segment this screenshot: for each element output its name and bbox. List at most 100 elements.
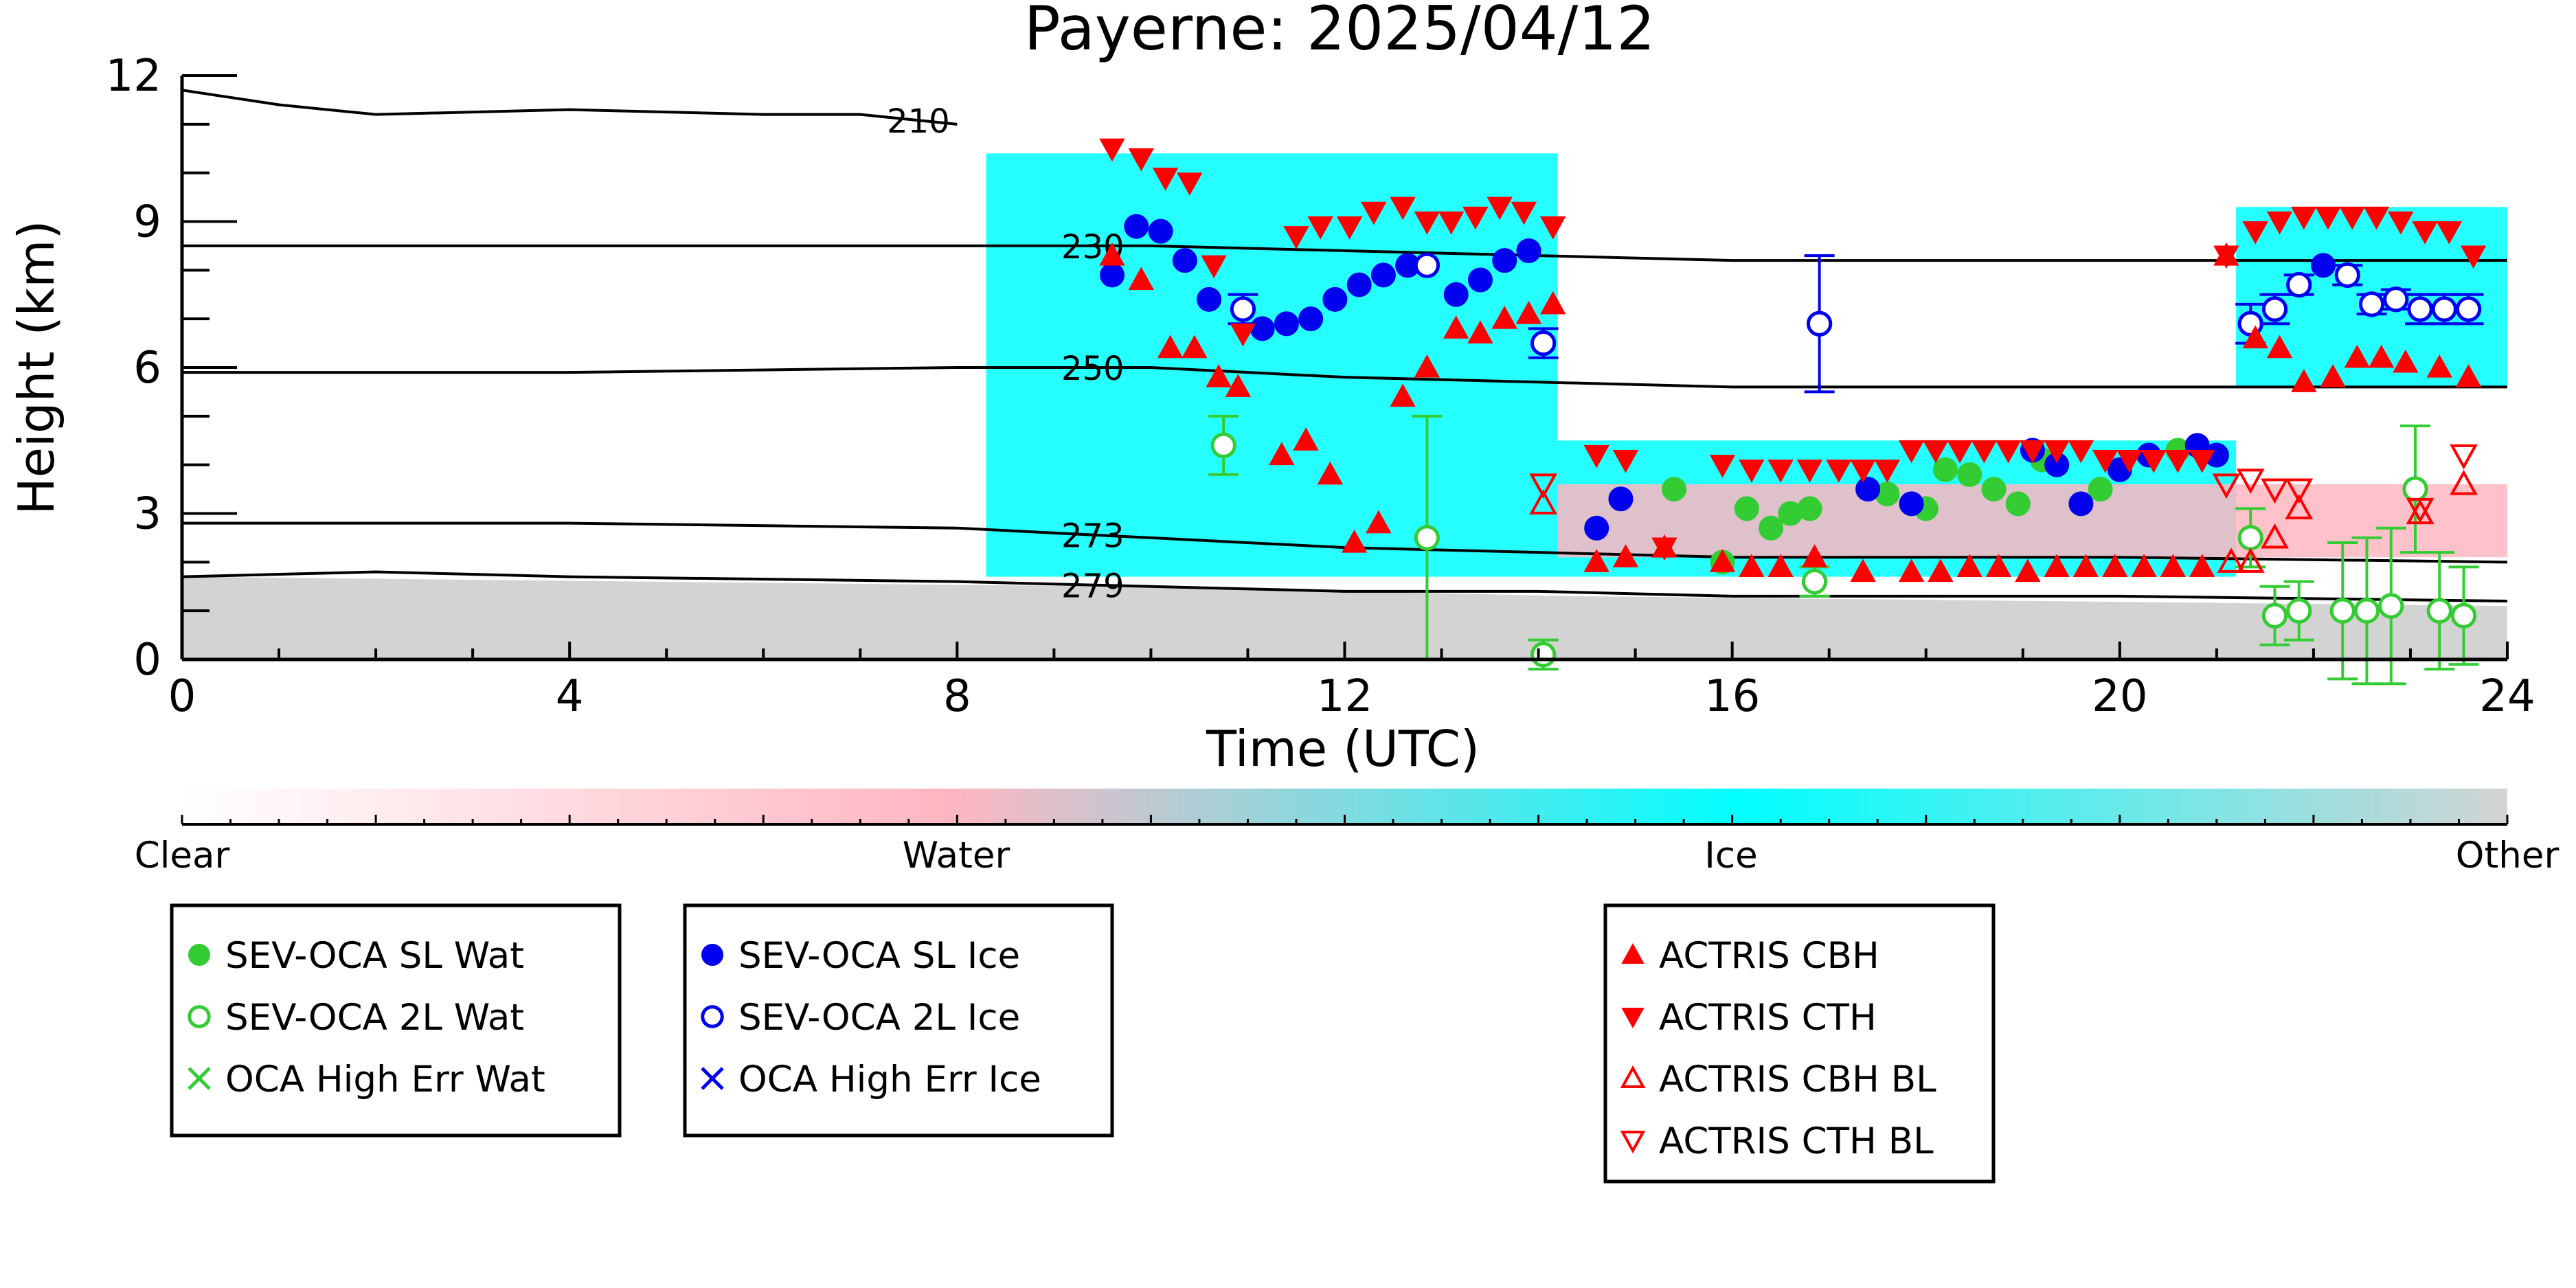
data-point	[1467, 267, 1493, 293]
legend-marker	[1621, 1008, 1645, 1029]
data-point	[2020, 440, 2046, 464]
data-point	[1366, 510, 1392, 534]
data-point	[1414, 354, 1440, 378]
data-point	[1341, 529, 1368, 553]
legend-marker	[1620, 1065, 1646, 1088]
data-point	[1414, 211, 1440, 235]
data-point	[1662, 477, 1687, 502]
data-point	[1124, 214, 1149, 239]
legend-marker	[701, 1067, 724, 1090]
data-point	[1767, 460, 1794, 483]
data-point	[2426, 598, 2452, 624]
data-point	[2005, 491, 2031, 517]
contour-250	[182, 366, 2507, 389]
data-point	[1206, 364, 1232, 387]
data-point	[2116, 449, 2143, 473]
data-point	[1898, 558, 1925, 583]
data-point	[1346, 272, 1372, 297]
data-point	[1932, 457, 1958, 482]
data-point	[2261, 296, 2288, 322]
data-point	[1826, 460, 1852, 483]
data-point	[1177, 172, 1203, 196]
data-point	[2236, 547, 2265, 573]
data-point	[1361, 201, 1387, 225]
legend-entry-label: OCA High Err Wat	[225, 1059, 545, 1100]
data-point	[2140, 449, 2167, 473]
data-point	[2236, 468, 2265, 495]
data-point	[2044, 554, 2070, 578]
data-point	[1529, 489, 1558, 515]
data-point	[1739, 460, 1765, 483]
data-point	[1152, 168, 1179, 191]
data-point	[1414, 525, 1440, 551]
legend-entry-label: ACTRIS CBH BL	[1659, 1059, 1936, 1100]
data-point	[1370, 262, 1396, 288]
data-point	[1584, 515, 1609, 541]
data-point	[1516, 238, 1541, 263]
data-point	[1759, 515, 1784, 541]
x-tick-label: 16	[1704, 671, 1760, 722]
data-point	[2189, 554, 2215, 578]
data-point	[1293, 427, 1319, 451]
data-point	[1928, 558, 1954, 583]
data-point	[1899, 491, 1924, 517]
data-point	[1414, 252, 1440, 278]
y-tick-label: 9	[133, 197, 161, 248]
data-point	[1443, 315, 1469, 339]
region-ice	[986, 153, 1558, 577]
data-point	[2353, 598, 2380, 624]
contour-279	[182, 570, 2507, 602]
data-point	[1099, 242, 1125, 266]
data-point	[2455, 364, 2482, 387]
contour-210	[182, 89, 958, 126]
data-point	[1201, 255, 1227, 279]
data-point	[2383, 286, 2409, 313]
data-point	[2431, 296, 2457, 322]
data-point	[1230, 296, 1256, 322]
data-point	[1530, 330, 1557, 357]
data-point	[1739, 554, 1765, 578]
data-point	[1250, 316, 1275, 341]
x-axis-label: Time (UTC)	[1206, 720, 1480, 778]
data-point	[2334, 262, 2360, 289]
data-point	[2088, 477, 2113, 502]
data-point	[1612, 544, 1639, 567]
data-point	[1322, 286, 1348, 312]
data-point	[2450, 602, 2477, 629]
legend-entry-label: SEV-OCA 2L Wat	[225, 997, 524, 1039]
data-point	[1981, 477, 2007, 502]
data-point	[1307, 216, 1333, 240]
contour-label-279: 279	[1061, 567, 1125, 606]
legend-marker	[701, 1005, 724, 1028]
data-point	[1230, 323, 1256, 347]
data-point	[2402, 476, 2428, 502]
data-point	[2131, 554, 2157, 578]
data-point	[2072, 554, 2099, 578]
data-point	[2213, 245, 2239, 269]
data-point	[1462, 206, 1489, 230]
legend-entry-label: SEV-OCA SL Wat	[225, 935, 524, 977]
data-point	[1923, 440, 1949, 464]
y-tick-label: 0	[133, 635, 161, 686]
data-point	[1491, 306, 1517, 329]
data-point	[1709, 549, 1736, 572]
data-point	[1283, 226, 1309, 249]
data-point	[2388, 211, 2414, 235]
x-tick-label: 20	[2092, 671, 2147, 722]
data-point	[2285, 494, 2314, 520]
data-point	[1511, 201, 1537, 225]
data-point	[1128, 267, 1155, 291]
data-point	[1947, 440, 1973, 464]
data-point	[1210, 432, 1236, 458]
data-point	[2407, 296, 2433, 322]
series-actris-cth-bl	[1529, 444, 2478, 523]
data-point	[2455, 296, 2482, 322]
data-point	[2261, 523, 2289, 549]
data-point	[1583, 549, 1609, 572]
data-point	[2266, 211, 2293, 235]
data-point	[1651, 537, 1677, 561]
legend-entry-label: SEV-OCA 2L Ice	[738, 997, 1020, 1039]
data-point	[1801, 544, 1828, 567]
